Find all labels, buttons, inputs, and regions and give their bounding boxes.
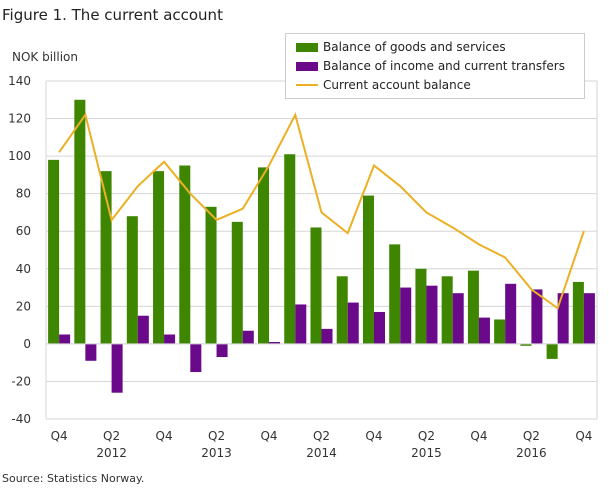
bar-income — [295, 304, 307, 344]
x-tick-label: Q2 — [208, 429, 225, 443]
bar-income — [347, 302, 359, 344]
x-year-label: 2014 — [306, 446, 337, 460]
bar-income — [557, 293, 569, 344]
y-tick-label: 40 — [16, 262, 31, 276]
bar-goods — [546, 343, 558, 359]
bar-goods — [415, 268, 427, 344]
x-tick-label: Q2 — [313, 429, 330, 443]
x-tick-label: Q4 — [51, 429, 68, 443]
y-tick-label: -20 — [11, 374, 31, 388]
bar-income — [452, 293, 464, 344]
bar-income — [111, 343, 123, 393]
bar-goods — [48, 159, 60, 344]
bar-goods — [336, 276, 348, 344]
y-tick-label: 20 — [16, 299, 31, 313]
bar-goods — [100, 171, 112, 344]
bar-goods — [74, 99, 86, 344]
x-year-label: 2012 — [96, 446, 127, 460]
x-tick-label: Q4 — [470, 429, 487, 443]
y-tick-label: -40 — [11, 412, 31, 426]
bar-income — [373, 311, 385, 344]
legend-item-income: Balance of income and current transfers — [296, 57, 565, 75]
y-tick-label: 60 — [16, 224, 31, 238]
x-year-label: 2015 — [411, 446, 442, 460]
y-tick-label: 0 — [23, 337, 31, 351]
bar-income — [85, 343, 97, 361]
line-current-account — [58, 112, 585, 310]
bar-goods — [310, 227, 322, 344]
bar-goods — [362, 195, 374, 344]
x-tick-label: Q2 — [103, 429, 120, 443]
x-tick-label: Q4 — [575, 429, 592, 443]
bar-income — [190, 343, 202, 373]
bar-income — [400, 287, 412, 344]
x-tick-label: Q2 — [418, 429, 435, 443]
bar-goods — [258, 167, 270, 344]
bar-income — [137, 315, 149, 344]
legend-swatch-goods — [296, 42, 318, 52]
bar-income — [321, 328, 333, 344]
bar-income — [426, 285, 438, 344]
source-note: Source: Statistics Norway. — [2, 472, 145, 485]
legend-item-goods: Balance of goods and services — [296, 38, 506, 56]
bar-income — [269, 342, 281, 344]
x-tick-label: Q4 — [156, 429, 173, 443]
bar-goods — [126, 216, 138, 344]
legend-label: Balance of goods and services — [323, 40, 506, 54]
x-tick-label: Q4 — [260, 429, 277, 443]
y-tick-label: 120 — [8, 112, 31, 126]
bar-income — [242, 330, 254, 344]
chart-title: Figure 1. The current account — [2, 6, 223, 24]
bar-goods — [441, 276, 453, 344]
y-axis-label: NOK billion — [12, 50, 79, 64]
bar-income — [531, 289, 543, 344]
bar-goods — [389, 244, 401, 344]
y-tick-label: 80 — [16, 187, 31, 201]
x-year-label: 2013 — [201, 446, 232, 460]
bar-goods — [520, 343, 532, 346]
legend-label: Current account balance — [323, 78, 471, 92]
bar-goods — [205, 206, 217, 344]
bar-goods — [153, 171, 165, 344]
bar-goods — [467, 270, 479, 344]
bar-income — [505, 283, 517, 344]
y-tick-label: 140 — [8, 74, 31, 88]
legend-swatch-income — [296, 61, 318, 71]
bar-goods — [494, 319, 506, 344]
bar-income — [583, 293, 595, 344]
bar-income — [478, 317, 490, 344]
bar-income — [59, 334, 71, 344]
bar-income — [216, 343, 228, 358]
x-tick-label: Q2 — [523, 429, 540, 443]
bar-goods — [284, 154, 296, 344]
legend-swatch-current — [296, 84, 318, 86]
x-tick-label: Q4 — [365, 429, 382, 443]
legend-label: Balance of income and current transfers — [323, 59, 565, 73]
bar-goods — [572, 281, 584, 344]
y-tick-label: 100 — [8, 149, 31, 163]
legend: Balance of goods and services Balance of… — [285, 33, 585, 99]
bar-goods — [179, 165, 191, 344]
legend-item-current: Current account balance — [296, 76, 471, 94]
bar-income — [164, 334, 176, 344]
bar-goods — [231, 221, 243, 344]
x-year-label: 2016 — [516, 446, 547, 460]
